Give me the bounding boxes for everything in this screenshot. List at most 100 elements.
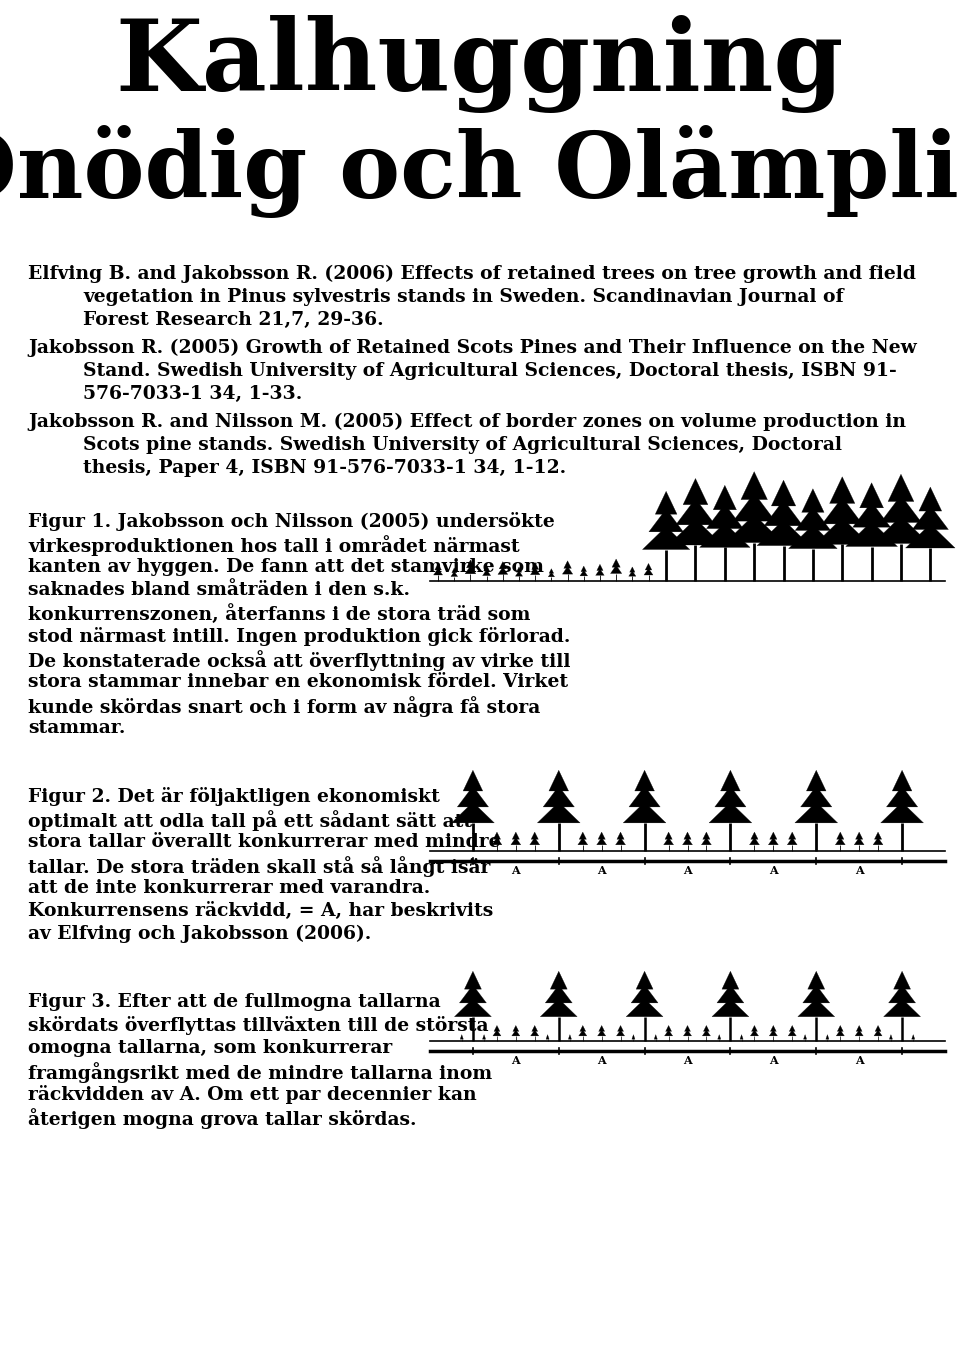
Polygon shape bbox=[530, 838, 540, 845]
Polygon shape bbox=[623, 802, 666, 823]
Polygon shape bbox=[465, 566, 476, 574]
Text: virkesproduktionen hos tall i området närmast: virkesproduktionen hos tall i området nä… bbox=[28, 535, 519, 556]
Polygon shape bbox=[717, 984, 744, 1003]
Polygon shape bbox=[531, 1030, 539, 1036]
Polygon shape bbox=[856, 1025, 862, 1032]
Text: Onödig och Olämplig: Onödig och Olämplig bbox=[0, 125, 960, 218]
Polygon shape bbox=[581, 566, 587, 571]
Polygon shape bbox=[629, 571, 636, 577]
Polygon shape bbox=[451, 571, 458, 577]
Polygon shape bbox=[876, 1025, 881, 1032]
Polygon shape bbox=[531, 567, 540, 574]
Polygon shape bbox=[770, 833, 777, 839]
Polygon shape bbox=[787, 838, 797, 845]
Text: De konstaterade också att överflyttning av virke till: De konstaterade också att överflyttning … bbox=[28, 650, 570, 672]
Polygon shape bbox=[494, 1025, 500, 1032]
Text: Jakobsson R. (2005) Growth of Retained Scots Pines and Their Influence on the Ne: Jakobsson R. (2005) Growth of Retained S… bbox=[28, 338, 917, 357]
Polygon shape bbox=[550, 971, 567, 990]
Polygon shape bbox=[493, 833, 500, 839]
Polygon shape bbox=[802, 489, 824, 512]
Polygon shape bbox=[636, 971, 653, 990]
Polygon shape bbox=[684, 1030, 691, 1036]
Polygon shape bbox=[703, 833, 710, 839]
Polygon shape bbox=[664, 1030, 673, 1036]
Polygon shape bbox=[549, 770, 568, 791]
Text: Forest Research 21,7, 29-36.: Forest Research 21,7, 29-36. bbox=[83, 311, 384, 329]
Polygon shape bbox=[704, 1025, 709, 1032]
Text: A: A bbox=[597, 1055, 606, 1067]
Polygon shape bbox=[822, 497, 862, 524]
Polygon shape bbox=[860, 483, 883, 508]
Text: optimalt att odla tall på ett sådant sätt att: optimalt att odla tall på ett sådant sät… bbox=[28, 810, 472, 831]
Polygon shape bbox=[511, 838, 520, 845]
Polygon shape bbox=[873, 516, 929, 543]
Polygon shape bbox=[801, 787, 832, 807]
Polygon shape bbox=[826, 1034, 829, 1040]
Polygon shape bbox=[484, 565, 490, 571]
Polygon shape bbox=[806, 770, 827, 791]
Polygon shape bbox=[889, 984, 916, 1003]
Polygon shape bbox=[549, 569, 554, 573]
Polygon shape bbox=[579, 1030, 587, 1036]
Polygon shape bbox=[750, 838, 759, 845]
Polygon shape bbox=[715, 787, 746, 807]
Polygon shape bbox=[460, 984, 487, 1003]
Text: Konkurrensens räckvidd, = A, har beskrivits: Konkurrensens räckvidd, = A, har beskriv… bbox=[28, 902, 493, 919]
Text: stammar.: stammar. bbox=[28, 719, 126, 737]
Polygon shape bbox=[788, 525, 837, 548]
Polygon shape bbox=[726, 515, 783, 543]
Polygon shape bbox=[837, 833, 844, 839]
Polygon shape bbox=[886, 787, 918, 807]
Text: konkurrenszonen, återfanns i de stora träd som: konkurrenszonen, återfanns i de stora tr… bbox=[28, 604, 530, 624]
Text: Elfving B. and Jakobsson R. (2006) Effects of retained trees on tree growth and : Elfving B. and Jakobsson R. (2006) Effec… bbox=[28, 265, 916, 283]
Polygon shape bbox=[892, 770, 912, 791]
Polygon shape bbox=[595, 569, 604, 575]
Text: räckvidden av A. Om ett par decennier kan: räckvidden av A. Om ett par decennier ka… bbox=[28, 1085, 476, 1104]
Polygon shape bbox=[919, 487, 942, 510]
Polygon shape bbox=[597, 565, 603, 570]
Text: kunde skördas snart och i form av några få stora: kunde skördas snart och i form av några … bbox=[28, 696, 540, 716]
Text: thesis, Paper 4, ISBN 91-576-7033-1 34, 1-12.: thesis, Paper 4, ISBN 91-576-7033-1 34, … bbox=[83, 459, 566, 477]
Polygon shape bbox=[889, 1034, 893, 1040]
Polygon shape bbox=[795, 802, 838, 823]
Text: vegetation in Pinus sylvestris stands in Sweden. Scandinavian Journal of: vegetation in Pinus sylvestris stands in… bbox=[83, 288, 844, 306]
Polygon shape bbox=[465, 971, 481, 990]
Polygon shape bbox=[789, 1025, 795, 1032]
Polygon shape bbox=[563, 566, 573, 574]
Text: A: A bbox=[512, 1055, 520, 1067]
Text: Kalhuggning: Kalhuggning bbox=[116, 15, 844, 112]
Polygon shape bbox=[435, 563, 442, 570]
Polygon shape bbox=[807, 971, 825, 990]
Polygon shape bbox=[512, 1030, 520, 1036]
Polygon shape bbox=[684, 478, 708, 505]
Polygon shape bbox=[752, 1025, 757, 1032]
Polygon shape bbox=[632, 1034, 635, 1040]
Polygon shape bbox=[545, 984, 572, 1003]
Polygon shape bbox=[598, 1030, 606, 1036]
Polygon shape bbox=[788, 833, 796, 839]
Text: tallar. De stora träden skall stå så långt isär: tallar. De stora träden skall stå så lån… bbox=[28, 856, 491, 877]
Polygon shape bbox=[580, 570, 588, 575]
Polygon shape bbox=[665, 833, 672, 839]
Text: Stand. Swedish University of Agricultural Sciences, Doctoral thesis, ISBN 91-: Stand. Swedish University of Agricultura… bbox=[83, 362, 897, 380]
Polygon shape bbox=[804, 1034, 806, 1040]
Polygon shape bbox=[548, 573, 555, 577]
Polygon shape bbox=[854, 838, 864, 845]
Polygon shape bbox=[740, 1034, 743, 1040]
Polygon shape bbox=[873, 838, 883, 845]
Polygon shape bbox=[770, 1025, 777, 1032]
Polygon shape bbox=[499, 562, 507, 569]
Text: Jakobsson R. and Nilsson M. (2005) Effect of border zones on volume production i: Jakobsson R. and Nilsson M. (2005) Effec… bbox=[28, 413, 906, 432]
Polygon shape bbox=[617, 833, 624, 839]
Text: av Elfving och Jakobsson (2006).: av Elfving och Jakobsson (2006). bbox=[28, 925, 372, 944]
Polygon shape bbox=[665, 1025, 672, 1032]
Polygon shape bbox=[894, 971, 911, 990]
Polygon shape bbox=[912, 1034, 915, 1040]
Polygon shape bbox=[452, 567, 457, 573]
Polygon shape bbox=[771, 481, 796, 506]
Text: A: A bbox=[769, 1055, 778, 1067]
Polygon shape bbox=[874, 1030, 882, 1036]
Polygon shape bbox=[815, 517, 870, 544]
Text: saknades bland småträden i den s.k.: saknades bland småträden i den s.k. bbox=[28, 581, 410, 598]
Polygon shape bbox=[543, 787, 574, 807]
